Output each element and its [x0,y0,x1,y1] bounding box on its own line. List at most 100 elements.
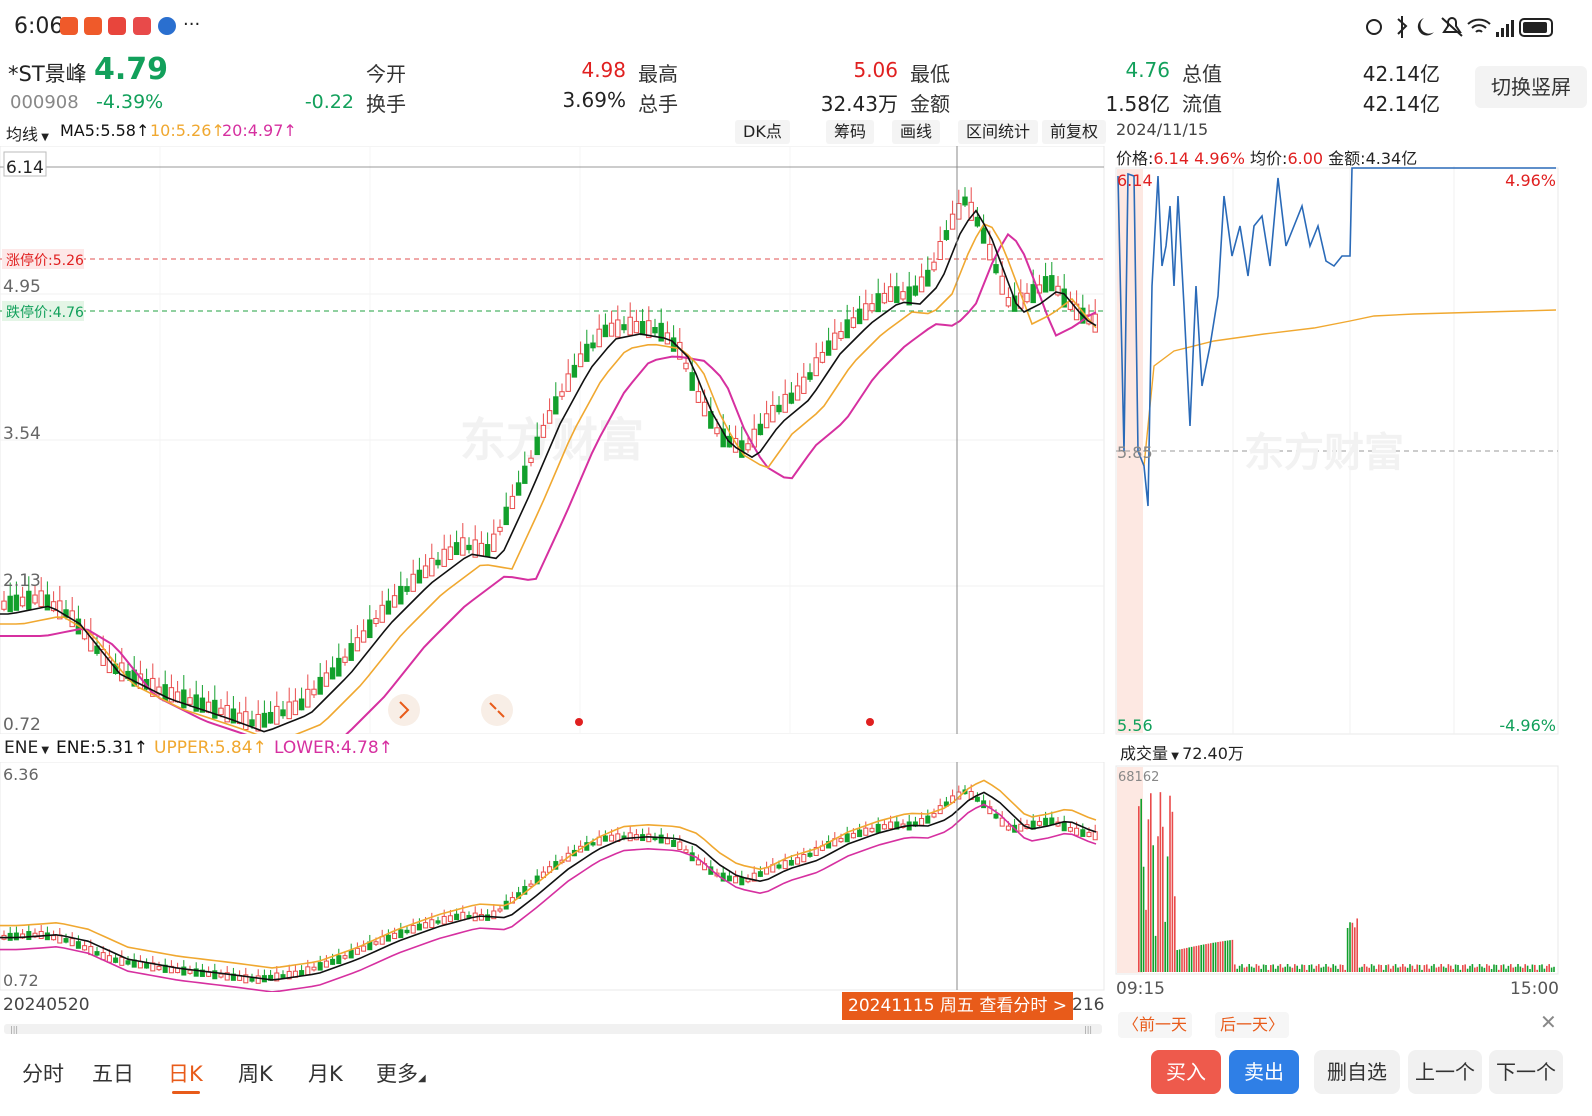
event-dot [575,718,583,726]
time-end: 15:00 [1510,979,1559,999]
date-start: 20240520 [3,995,90,1015]
date-end: 216 [1072,995,1105,1015]
upper-readout: UPPER:5.84↑ [154,738,267,758]
moon-icon [1417,18,1434,36]
next-stock-button[interactable]: 下一个 [1489,1050,1563,1094]
indicator-select-label: 均线 [6,125,39,144]
quote-header: *ST景峰 4.79 000908 -4.39% -0.22 今开 4.98 最… [0,52,1592,116]
volume-value: 32.43万 [820,92,898,116]
tab-daily-k[interactable]: 日K [168,1062,203,1086]
y-label-top: 6.14 [6,158,44,178]
pct-high: 4.96% [1505,171,1556,190]
dk-point-button[interactable]: DK点 [735,120,790,144]
prev-stock-button[interactable]: 上一个 [1408,1050,1482,1094]
scroll-handle-right-icon[interactable]: ||| [1084,1025,1093,1034]
ene-y-top: 6.36 [3,765,39,784]
dropdown-icon: ▼ [38,745,50,756]
dropdown-icon: ◢ [418,1073,426,1084]
open-value: 4.98 [581,58,626,82]
stock-name: *ST景峰 [8,62,87,86]
prev-day-button[interactable]: 〈前一天 [1118,1012,1192,1038]
price-line [1117,167,1556,507]
amount-value: 4.34亿 [1365,149,1418,168]
fq-button[interactable]: 前复权 [1042,120,1107,144]
avg-price-line [1143,309,1557,467]
float-value: 42.14亿 [1362,92,1440,116]
app-notification-icon [60,17,78,35]
lower-readout: LOWER:4.78↑ [274,738,393,758]
volume-select-label: 成交量 [1120,744,1169,763]
next-day-label: 后一天 [1219,1015,1268,1034]
dropdown-icon: ▼ [1168,751,1183,762]
range-stats-button[interactable]: 区间统计 [958,120,1039,144]
app-notification-icon [158,17,176,35]
chips-button[interactable]: 筹码 [826,120,875,144]
wifi-icon [1467,18,1491,33]
price-pct: 4.96% [1194,149,1245,168]
high-label: 最高 [638,62,678,86]
kline-chart[interactable]: 东方财富 6.14 4.95 3.54 2.13 0.72 涨停价:5.26 跌… [0,146,1110,734]
tab-monthly-k[interactable]: 月K [308,1062,343,1086]
y-high: 6.14 [1117,171,1153,190]
y-label: 0.72 [3,715,41,734]
indicator-select[interactable]: 均线 ▼ [6,121,49,145]
period-tabs: 分时 五日 日K 周K 月K 更多◢ [0,1050,460,1100]
mcap-label: 总值 [1182,62,1222,86]
open-label: 今开 [366,62,406,86]
ma5-line [0,209,1097,733]
change-value: -0.22 [304,91,354,113]
remove-watchlist-button[interactable]: 删自选 [1314,1050,1400,1094]
tab-weekly-k[interactable]: 周K [238,1062,273,1086]
ene-chart[interactable]: 6.36 0.72 [0,762,1110,992]
turnover-label: 换手 [366,92,406,116]
turnover-value: 3.69% [562,88,626,112]
tab-intraday[interactable]: 分时 [22,1062,64,1086]
view-intraday-button[interactable]: 20241115 周五 查看分时 > [842,992,1073,1020]
intraday-date: 2024/11/15 [1116,120,1209,139]
tab-more[interactable]: 更多◢ [376,1058,426,1088]
app-notification-icon [84,17,102,35]
low-label: 最低 [910,62,950,86]
ene-select[interactable]: ENE ▼ [4,738,49,758]
tab-five-day[interactable]: 五日 [92,1062,134,1086]
volume-header: 成交量 ▼ 72.40万 [1120,740,1244,764]
pct-low: -4.96% [1499,716,1556,735]
amount-value: 1.58亿 [1105,92,1170,116]
switch-portrait-button[interactable]: 切换竖屏 [1475,66,1587,108]
avg-label: 均价: [1250,149,1288,168]
limit-down-badge [2,301,84,321]
ma10-readout: 10:5.26↑ [150,121,225,140]
draw-line-button[interactable]: 画线 [892,120,941,144]
y-mid: 5.85 [1117,443,1153,462]
volume-select[interactable]: 成交量 ▼ [1120,744,1182,763]
battery-icon [1519,18,1553,37]
active-tab-indicator [172,1091,200,1094]
intraday-readout: 价格:6.14 4.96% 均价:6.00 金额:4.34亿 [1116,145,1417,169]
scroll-handle-left-icon[interactable]: ||| [10,1025,19,1034]
scroll-right-icon[interactable] [388,694,420,726]
collapse-icon[interactable] [481,694,513,726]
ene-select-label: ENE [4,738,39,758]
alarm-icon [1366,19,1382,35]
prev-day-label: 前一天 [1139,1015,1188,1034]
buy-button[interactable]: 买入 [1151,1050,1221,1094]
ene-upper-line [0,779,1097,969]
next-day-button[interactable]: 后一天〉 [1215,1012,1289,1038]
amount-label: 金额: [1328,149,1366,168]
limit-up-badge [2,249,84,269]
limit-up-label: 涨停价:5.26 [6,252,84,269]
low-value: 4.76 [1125,58,1170,82]
volume-bars [1138,792,1555,972]
change-pct: -4.39% [96,91,164,113]
status-bar: 6:06 ··· [0,0,1592,50]
intraday-chart[interactable]: 东方财富 6.14 5.85 5.56 4.96% -4.96% [1114,166,1560,736]
more-notifications-icon: ··· [183,14,201,35]
kline-scrollbar[interactable]: ||| ||| [4,1024,1102,1034]
y-label: 4.95 [3,277,41,297]
stock-code: 000908 [10,92,79,113]
sell-button[interactable]: 卖出 [1229,1050,1299,1094]
app-notification-icon [133,17,151,35]
mcap-value: 42.14亿 [1362,62,1440,86]
chevron-right-icon: 〉 [1268,1015,1285,1034]
close-icon[interactable]: ✕ [1540,1010,1557,1034]
